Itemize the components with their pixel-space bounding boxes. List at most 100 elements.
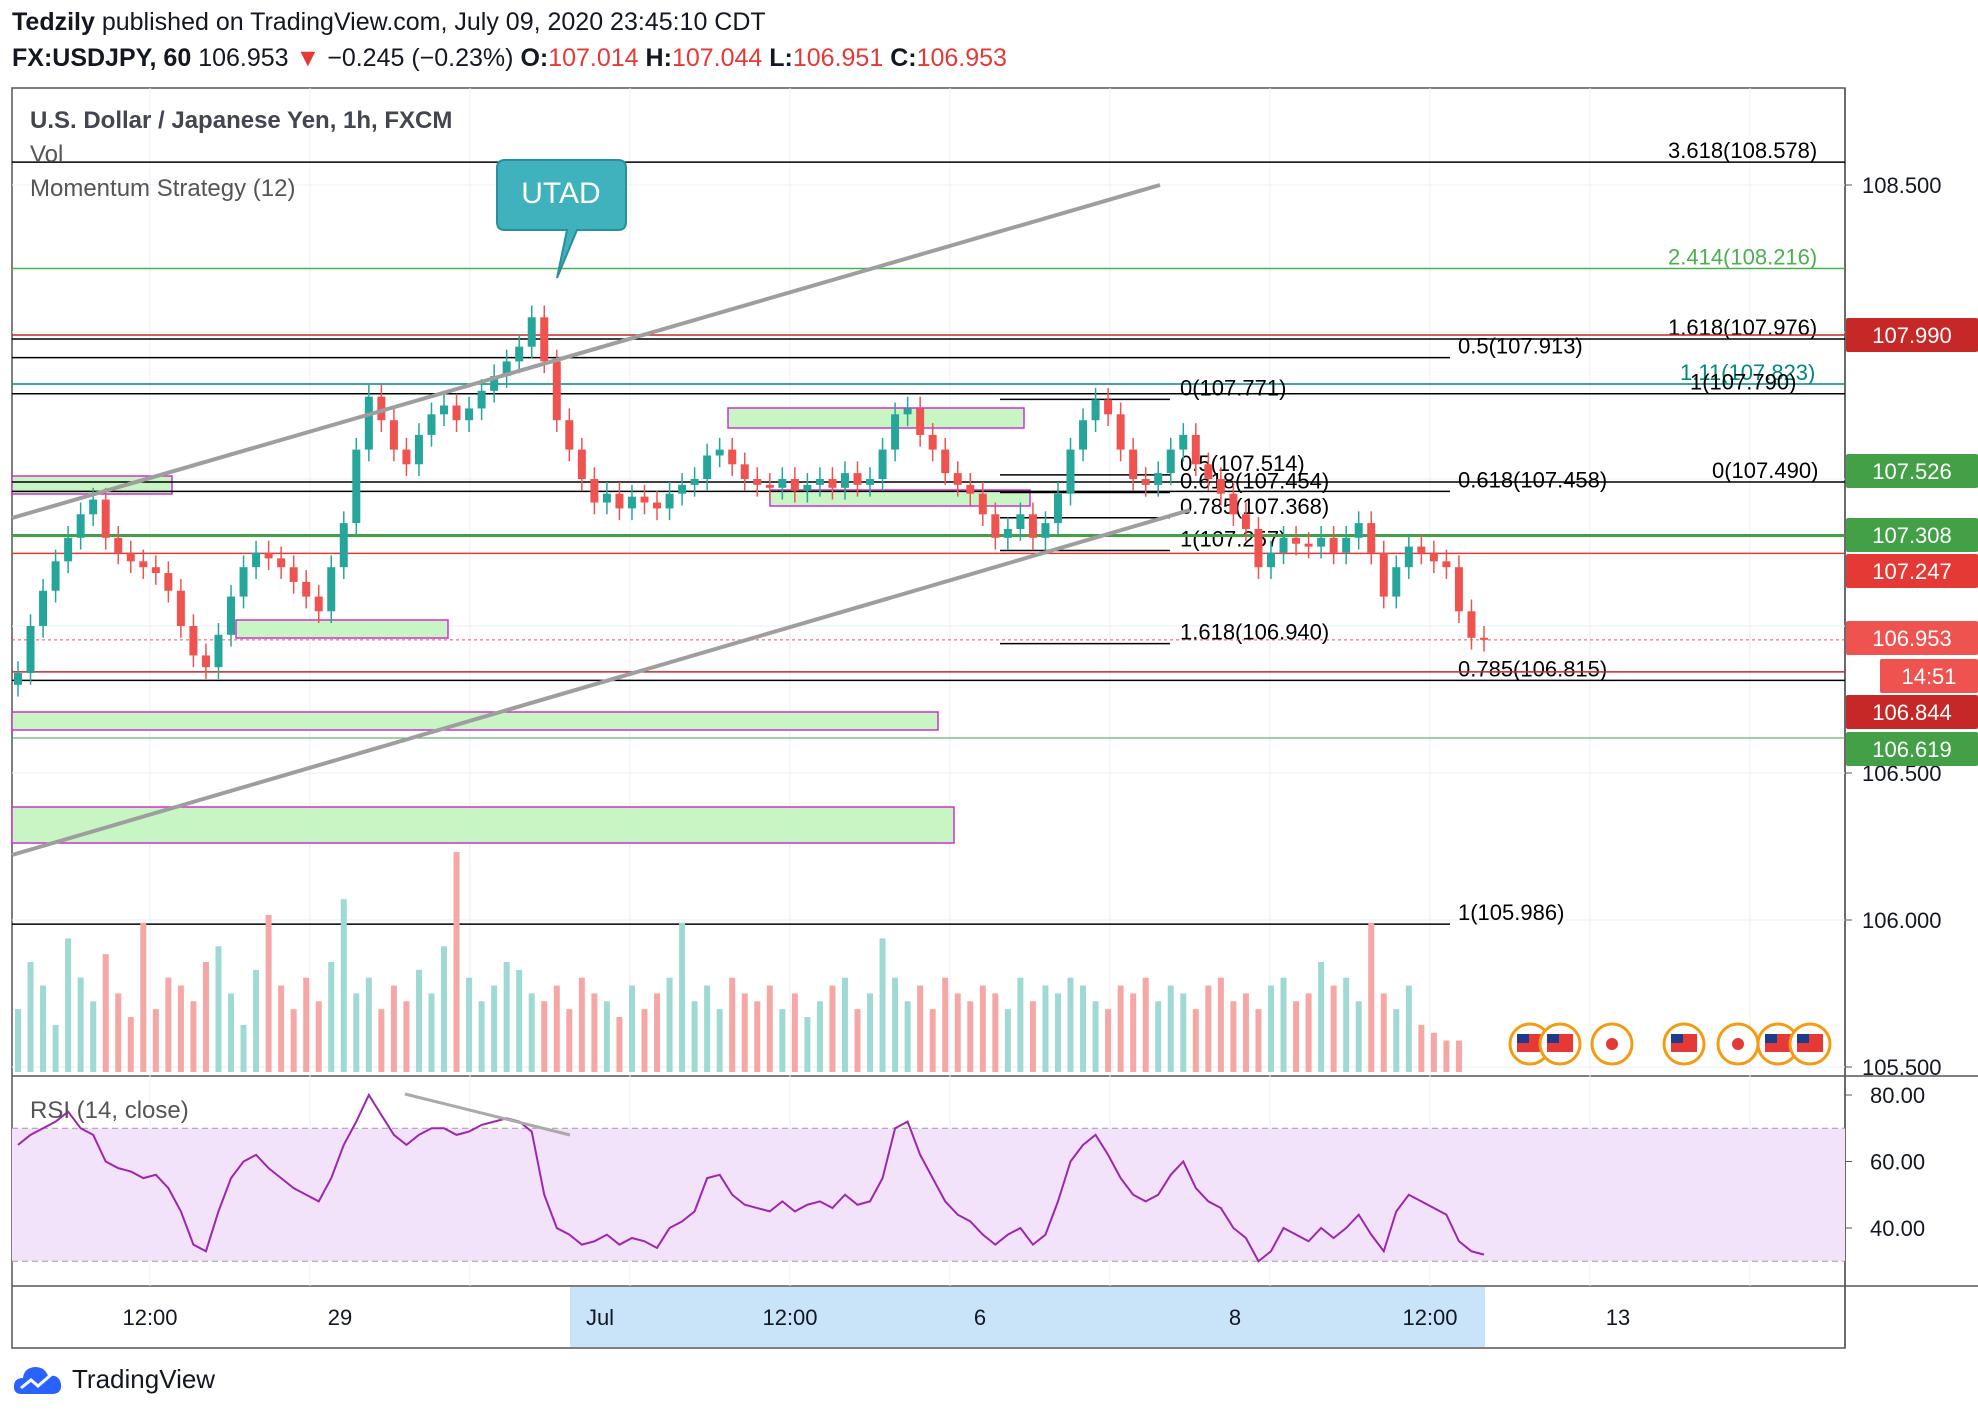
- candle-body: [1392, 567, 1401, 597]
- fib-level-label: 1(107.790): [1690, 370, 1796, 395]
- candle-body: [978, 493, 987, 515]
- candle-body: [264, 552, 273, 559]
- candle-body: [14, 673, 22, 685]
- candle-body: [602, 493, 611, 503]
- supply-demand-zone: [727, 407, 1025, 429]
- volume-bar: [340, 899, 347, 1072]
- candle-body: [540, 317, 549, 362]
- candle-body: [590, 479, 599, 503]
- volume-bar: [603, 1001, 610, 1072]
- price-label-box: [1846, 318, 1978, 352]
- fib-level-label: 0.5(107.913): [1458, 334, 1583, 359]
- candle-body: [101, 499, 110, 538]
- candle-body: [377, 396, 386, 421]
- us-flag-event-icon[interactable]: [1788, 1022, 1832, 1066]
- volume-bar: [190, 1001, 197, 1072]
- volume-bar: [1117, 985, 1124, 1072]
- candle-body: [1304, 543, 1313, 547]
- volume-bar: [553, 985, 560, 1072]
- candle-body: [515, 346, 524, 362]
- candle-body: [941, 449, 950, 474]
- volume-bar: [979, 985, 986, 1072]
- utad-callout[interactable]: UTAD: [496, 159, 627, 279]
- candle-body: [778, 479, 787, 488]
- volume-bar: [791, 993, 798, 1072]
- volume-bar: [1430, 1032, 1437, 1072]
- volume-bar: [1205, 985, 1212, 1072]
- volume-bar: [654, 993, 661, 1072]
- volume-bar: [566, 1009, 573, 1072]
- us-flag-event-icon[interactable]: [1538, 1022, 1582, 1066]
- price-label-box: [1846, 518, 1978, 552]
- candle-body: [339, 523, 348, 568]
- volume-bar: [303, 977, 310, 1072]
- candle-body: [502, 361, 511, 377]
- candle-body: [740, 464, 749, 479]
- volume-bar: [390, 985, 397, 1072]
- volume-bar: [766, 985, 773, 1072]
- rsi-legend: RSI (14, close): [30, 1097, 189, 1124]
- volume-bar: [315, 1001, 322, 1072]
- candle-body: [1379, 552, 1388, 597]
- rsi-tick-label: 40.00: [1870, 1216, 1925, 1241]
- channel-upper-line: [11, 183, 1161, 520]
- volume-bar: [202, 962, 209, 1072]
- volume-bars: [15, 852, 1462, 1072]
- close-value: 106.953: [916, 44, 1007, 72]
- tradingview-logo[interactable]: TradingView: [12, 1362, 215, 1396]
- us-flag-event-icon[interactable]: [1756, 1022, 1800, 1066]
- price-tick-label: 106.000: [1862, 908, 1942, 933]
- candle-body: [302, 581, 311, 597]
- candle-body: [1241, 514, 1250, 529]
- price-label-box: [1846, 554, 1978, 588]
- volume-bar: [253, 969, 260, 1072]
- trend-lines[interactable]: [11, 183, 1191, 857]
- volume-bar: [854, 1009, 861, 1072]
- time-tick-label: 8: [1229, 1305, 1241, 1330]
- volume-bar: [1330, 985, 1337, 1072]
- price-label-text: 106.953: [1872, 626, 1952, 651]
- candle-body: [1041, 523, 1050, 538]
- volume-bar: [516, 969, 523, 1072]
- supply-demand-zone: [769, 489, 1031, 507]
- candle-body: [1028, 514, 1037, 538]
- rsi-divergence-line: [404, 1092, 571, 1137]
- price-label-text: 106.619: [1872, 737, 1952, 762]
- volume-bar: [152, 1009, 159, 1072]
- author-name[interactable]: Tedzily: [12, 8, 95, 36]
- candle-body: [1354, 523, 1363, 538]
- candle-body: [1154, 473, 1163, 485]
- volume-bar: [503, 962, 510, 1072]
- candle-body: [866, 479, 875, 485]
- candle-body: [1079, 420, 1088, 450]
- volume-bar: [1105, 1009, 1112, 1072]
- volume-bar: [628, 985, 635, 1072]
- volume-bar: [591, 993, 598, 1072]
- volume-bar: [1054, 993, 1061, 1072]
- candle-body: [465, 408, 474, 421]
- fib-level-label: 0.618(107.454): [1180, 469, 1329, 494]
- volume-bar: [177, 985, 184, 1072]
- volume-bar: [804, 1017, 811, 1072]
- candles: [14, 305, 1488, 697]
- time-tick-label: 29: [328, 1305, 352, 1330]
- target-event-icon[interactable]: [1716, 1022, 1760, 1066]
- volume-bar: [867, 993, 874, 1072]
- candle-body: [840, 473, 849, 488]
- target-event-icon[interactable]: [1590, 1022, 1634, 1066]
- flag-canton: [1547, 1034, 1559, 1043]
- candle-body: [389, 420, 398, 450]
- volume-bar: [378, 1009, 385, 1072]
- candle-body: [715, 449, 724, 456]
- candle-body: [828, 479, 837, 488]
- event-icons[interactable]: [1508, 1022, 1832, 1066]
- candle-body: [803, 484, 812, 491]
- high-label: H:: [645, 44, 672, 72]
- us-flag-event-icon[interactable]: [1662, 1022, 1706, 1066]
- rsi-tick-label: 60.00: [1870, 1150, 1925, 1175]
- fib-level-label: 1.11(107.823): [1680, 360, 1815, 385]
- candle-body: [991, 514, 1000, 538]
- volume-bar: [616, 1017, 623, 1072]
- volume-bar: [127, 1017, 134, 1072]
